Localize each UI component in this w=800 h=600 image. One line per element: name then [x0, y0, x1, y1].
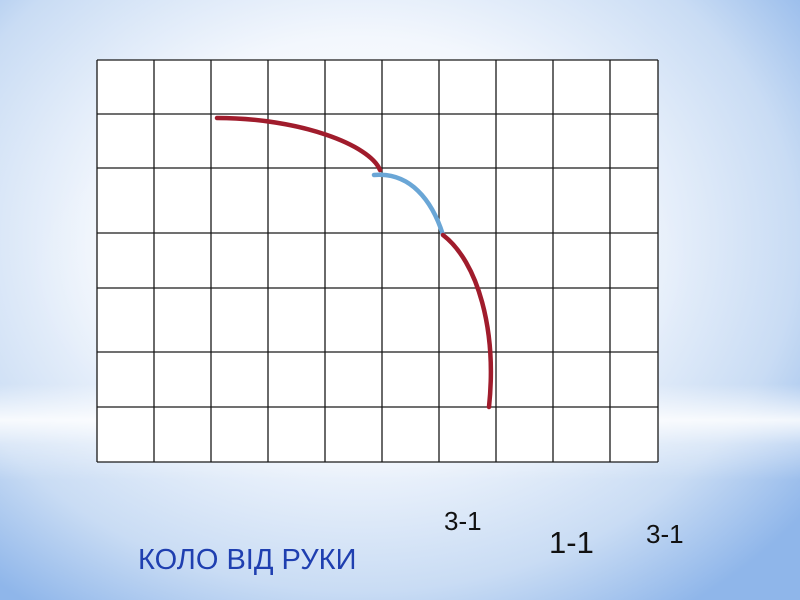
grid-lines — [96, 59, 659, 463]
score-label-left: 3-1 — [444, 506, 482, 536]
score-label-center: 1-1 — [549, 525, 594, 560]
arc-lower-segment — [440, 232, 494, 410]
slide-caption: КОЛО ВІД РУКИ — [138, 544, 357, 576]
arc-upper-segment — [214, 115, 383, 173]
grid-background — [97, 60, 658, 462]
arc-middle-segment — [371, 172, 446, 238]
score-label-right: 3-1 — [646, 519, 684, 549]
